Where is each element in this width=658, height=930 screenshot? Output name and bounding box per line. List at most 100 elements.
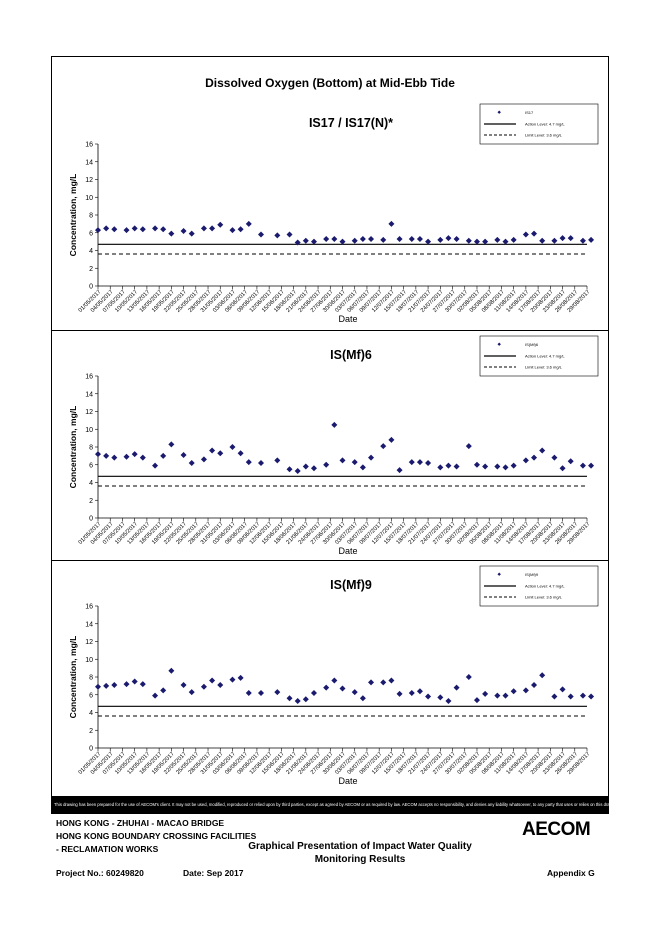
footer-line-1: HONG KONG - ZHUHAI - MACAO BRIDGE [56, 818, 225, 828]
data-point [437, 236, 444, 243]
data-point [294, 239, 301, 246]
panel-divider [51, 330, 609, 331]
chart-title: IS(Mf)9 [330, 578, 372, 592]
legend-action-label: Action Level: 4.7 mg/L [525, 122, 565, 127]
data-point [95, 683, 101, 690]
data-point [168, 441, 175, 448]
data-point [123, 227, 130, 234]
data-point [567, 458, 574, 465]
data-point [200, 456, 207, 463]
data-point [539, 237, 546, 244]
data-point [168, 230, 175, 237]
y-tick-label: 0 [89, 516, 93, 523]
project-number: Project No.: 60249820 [56, 868, 144, 878]
page-title: Dissolved Oxygen (Bottom) at Mid-Ebb Tid… [205, 76, 455, 90]
data-point [510, 236, 517, 243]
data-point [510, 462, 517, 469]
y-tick-label: 10 [85, 427, 93, 434]
data-point [494, 692, 501, 699]
panel-divider [51, 560, 609, 561]
x-axis-title: Date [338, 314, 357, 324]
y-tick-label: 16 [85, 604, 93, 611]
data-point [217, 221, 224, 228]
legend-series-label: IS(Mf)6 [525, 342, 539, 347]
data-point [323, 235, 330, 242]
data-point [152, 462, 159, 469]
data-point [388, 220, 395, 227]
data-point [103, 682, 110, 689]
data-point [502, 238, 509, 245]
y-tick-label: 14 [85, 391, 93, 398]
chart-is17: IS17 / IS17(N)* IS17 Action Level: 4.7 mg/… [68, 103, 599, 324]
data-point [160, 452, 167, 459]
data-point [396, 235, 403, 242]
data-point [103, 225, 110, 232]
data-point [437, 694, 444, 701]
data-point [453, 684, 460, 691]
data-point [351, 689, 358, 696]
data-point [473, 461, 480, 468]
y-tick-label: 16 [85, 374, 93, 381]
y-tick-label: 12 [85, 177, 93, 184]
y-axis-title: Concentration, mg/L [68, 174, 78, 257]
data-point [331, 421, 338, 428]
data-point [588, 462, 595, 469]
data-point [152, 692, 159, 699]
y-tick-label: 8 [89, 675, 93, 682]
y-tick-label: 10 [85, 657, 93, 664]
data-point [302, 463, 309, 470]
y-tick-label: 4 [89, 480, 93, 487]
data-point [408, 689, 415, 696]
data-point [180, 681, 187, 688]
data-point [465, 237, 472, 244]
data-point [188, 230, 195, 237]
y-tick-label: 4 [89, 248, 93, 255]
data-point [502, 692, 509, 699]
chart-ismf9: IS(Mf)9 IS(Mf)9 Action Level: 4.7 mg/L Limi… [68, 565, 599, 786]
data-point [473, 697, 480, 704]
data-point [95, 451, 101, 458]
y-tick-label: 6 [89, 230, 93, 237]
data-point [160, 226, 167, 233]
data-point [465, 674, 472, 680]
data-point [294, 697, 301, 704]
data-point [453, 235, 460, 242]
chart-panel-3: IS(Mf)9 IS(Mf)9 Action Level: 4.7 mg/L Limi… [51, 562, 609, 788]
data-point [408, 459, 415, 466]
data-point [111, 226, 118, 233]
chart-panel-1: IS17 / IS17(N)* IS17 Action Level: 4.7 mg/… [51, 100, 609, 326]
data-point [351, 237, 358, 244]
chart-title: IS17 / IS17(N)* [309, 116, 393, 130]
data-point [209, 225, 216, 232]
y-tick-label: 0 [89, 746, 93, 753]
data-point [274, 232, 281, 239]
footer-date: Date: Sep 2017 [183, 868, 244, 878]
data-point [531, 681, 538, 688]
data-point [131, 678, 138, 685]
data-point [339, 685, 346, 692]
data-point [302, 237, 309, 244]
data-point [359, 235, 366, 242]
data-point [258, 231, 264, 238]
data-point [139, 681, 146, 688]
data-point [531, 454, 538, 461]
data-point [408, 235, 415, 242]
data-point [482, 690, 489, 697]
data-point [425, 238, 432, 245]
data-point [217, 681, 224, 688]
legend-limit-label: Limit Level: 3.6 mg/L [525, 595, 563, 600]
data-point [160, 687, 167, 694]
data-point [445, 235, 452, 242]
data-point [559, 465, 566, 472]
data-point [567, 693, 574, 700]
data-point [416, 235, 423, 242]
data-point [465, 443, 472, 450]
footer-center-title-2: Monitoring Results [314, 854, 406, 865]
data-point [380, 443, 387, 450]
data-point [437, 464, 444, 471]
legend-limit-label: Limit Level: 3.6 mg/L [525, 365, 563, 370]
data-point [522, 231, 529, 238]
data-point [539, 672, 546, 679]
data-point [152, 225, 159, 232]
data-point [310, 465, 317, 472]
